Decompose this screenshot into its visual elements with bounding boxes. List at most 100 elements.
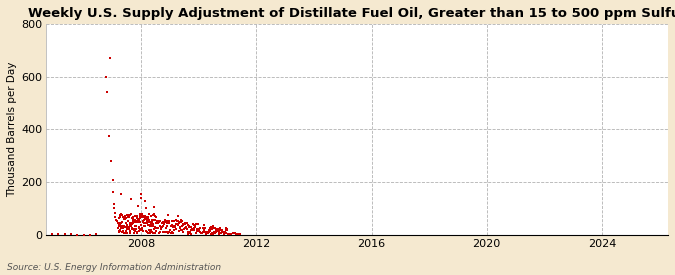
Point: [105, 56, 115, 60]
Point: [209, 226, 220, 230]
Point: [192, 229, 203, 233]
Point: [167, 218, 178, 223]
Point: [122, 227, 133, 231]
Point: [174, 226, 185, 230]
Point: [130, 229, 140, 233]
Point: [151, 221, 161, 225]
Point: [109, 210, 120, 215]
Point: [159, 220, 170, 225]
Point: [137, 228, 148, 232]
Point: [222, 227, 233, 232]
Point: [186, 228, 196, 232]
Point: [125, 229, 136, 233]
Point: [150, 217, 161, 222]
Point: [183, 232, 194, 236]
Point: [151, 229, 161, 233]
Point: [216, 231, 227, 236]
Point: [148, 227, 159, 232]
Point: [188, 223, 199, 227]
Point: [161, 230, 172, 234]
Point: [111, 219, 122, 223]
Point: [185, 232, 196, 236]
Point: [114, 212, 125, 217]
Point: [230, 231, 240, 235]
Point: [141, 229, 152, 233]
Point: [215, 228, 225, 233]
Point: [126, 226, 137, 230]
Point: [122, 213, 132, 218]
Point: [139, 215, 150, 220]
Point: [225, 231, 236, 236]
Point: [123, 219, 134, 223]
Point: [136, 228, 146, 232]
Point: [146, 228, 157, 232]
Point: [221, 226, 232, 231]
Point: [191, 230, 202, 235]
Point: [149, 218, 160, 222]
Point: [117, 228, 128, 233]
Point: [203, 228, 214, 232]
Point: [159, 230, 169, 234]
Point: [198, 230, 209, 235]
Point: [47, 232, 57, 237]
Point: [184, 229, 195, 234]
Point: [117, 230, 128, 235]
Point: [115, 215, 126, 219]
Point: [134, 218, 144, 222]
Point: [158, 221, 169, 226]
Point: [147, 230, 158, 234]
Point: [169, 225, 180, 229]
Point: [160, 230, 171, 235]
Point: [165, 230, 176, 235]
Point: [157, 225, 167, 229]
Point: [156, 221, 167, 226]
Point: [161, 226, 171, 231]
Point: [138, 214, 148, 218]
Point: [115, 223, 126, 228]
Point: [101, 74, 111, 79]
Point: [213, 226, 223, 231]
Point: [108, 190, 119, 194]
Point: [136, 225, 147, 230]
Point: [200, 230, 211, 235]
Point: [157, 219, 168, 224]
Point: [194, 227, 205, 231]
Point: [142, 217, 153, 221]
Point: [134, 213, 145, 218]
Point: [139, 214, 150, 218]
Point: [124, 215, 134, 219]
Point: [200, 232, 211, 236]
Point: [171, 219, 182, 224]
Point: [140, 220, 151, 225]
Point: [178, 223, 188, 227]
Point: [219, 230, 230, 234]
Point: [146, 221, 157, 226]
Point: [217, 230, 228, 235]
Point: [132, 231, 143, 235]
Point: [184, 224, 194, 228]
Point: [120, 216, 131, 221]
Point: [234, 232, 245, 236]
Point: [130, 226, 141, 231]
Point: [124, 215, 135, 219]
Point: [221, 228, 232, 232]
Point: [121, 221, 132, 225]
Point: [155, 224, 166, 228]
Point: [124, 231, 135, 235]
Point: [128, 217, 138, 221]
Point: [154, 231, 165, 235]
Point: [177, 228, 188, 232]
Point: [132, 204, 143, 208]
Point: [134, 215, 145, 220]
Point: [136, 212, 147, 216]
Point: [144, 220, 155, 225]
Point: [169, 227, 180, 232]
Point: [193, 222, 204, 226]
Point: [129, 224, 140, 228]
Point: [152, 226, 163, 230]
Point: [151, 221, 162, 225]
Point: [141, 216, 152, 220]
Point: [126, 224, 136, 228]
Point: [140, 213, 151, 218]
Point: [163, 230, 174, 234]
